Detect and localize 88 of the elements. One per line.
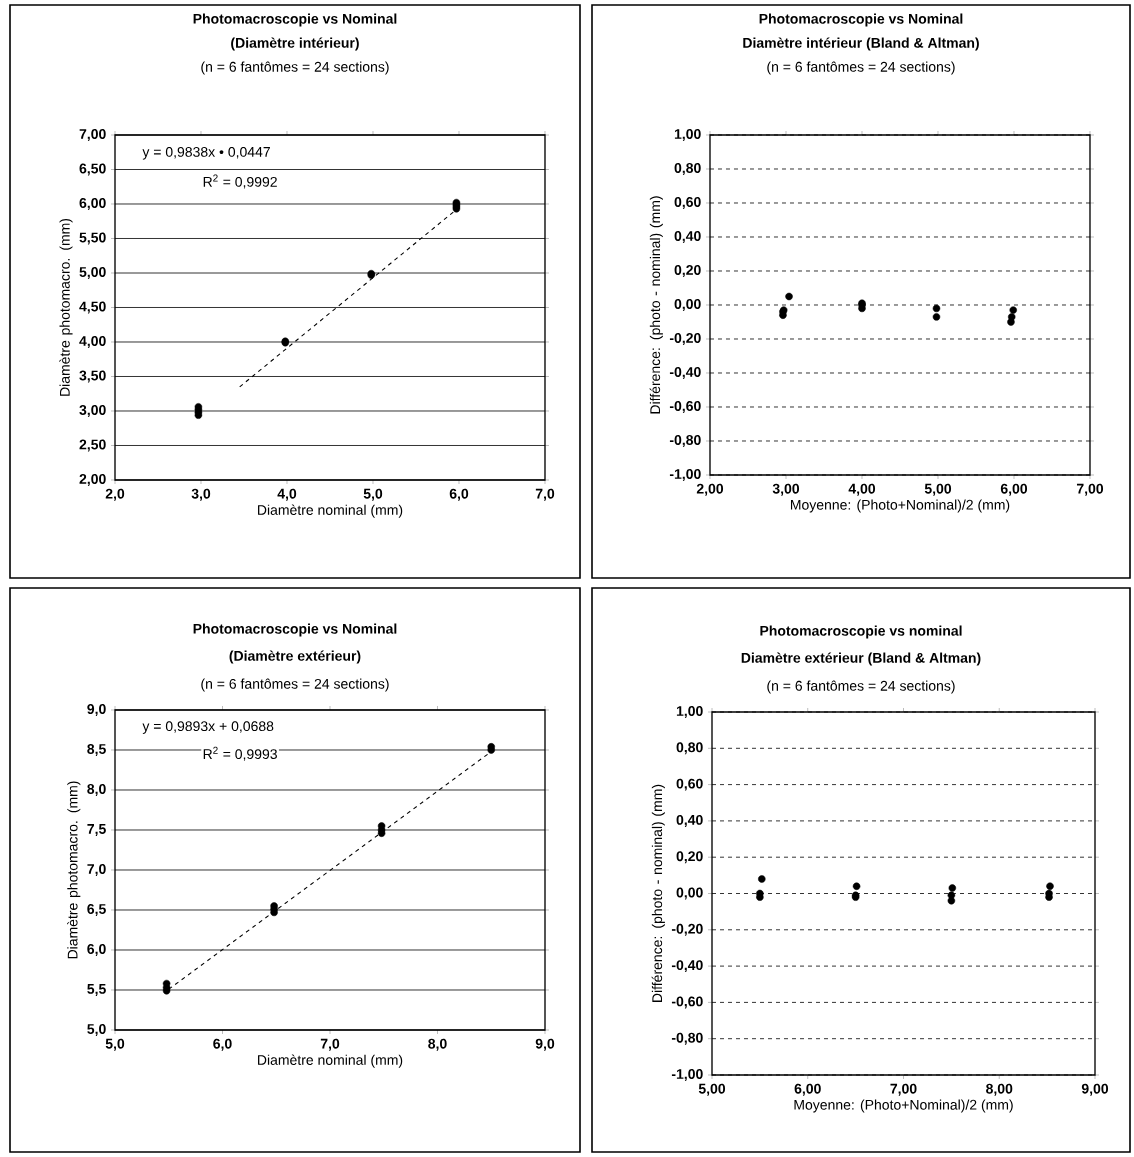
x-tick-label: 6,00 <box>794 1083 821 1096</box>
x-tick-label: 6,00 <box>1000 483 1028 496</box>
y-tick-label: 0,20 <box>676 851 703 864</box>
x-tick-label: 5,0 <box>105 1038 125 1051</box>
text: (n = 6 fantômes = 24 sections) <box>201 61 389 75</box>
annotation: R$^{2}$ = 0,9993 <box>203 746 277 761</box>
y-tick-label: 1,00 <box>676 706 703 718</box>
y-axis-title: Diamètre photomacro. (mm) <box>67 781 81 959</box>
x-axis-title: Diamètre nominal (mm) <box>258 504 403 518</box>
y-tick-label: 3,50 <box>79 370 106 383</box>
y-tick-label: 3,00 <box>79 405 106 417</box>
y-tick-label: 7,0 <box>87 864 106 876</box>
y-tick-label: 5,50 <box>79 232 106 245</box>
y-tick-label: 2,50 <box>79 439 106 452</box>
x-tick-label: 6,0 <box>213 1038 232 1051</box>
text: (n = 6 fantômes = 24 sections) <box>201 678 389 692</box>
x-tick-label: 7,00 <box>1076 483 1104 496</box>
x-tick-label: 4,00 <box>848 483 876 496</box>
x-tick-label: 9,0 <box>535 1038 555 1051</box>
y-tick-label: 6,00 <box>79 198 106 210</box>
chart-title: Photomacroscopie vs nominal <box>760 625 962 639</box>
chart-title: Photomacroscopie vs Nominal <box>759 13 963 27</box>
x-tick-label: 2,00 <box>696 483 724 496</box>
y-tick-label: 4,50 <box>79 301 106 314</box>
y-tick-label: -0,80 <box>669 435 701 447</box>
x-tick-label: 7,0 <box>320 1038 340 1051</box>
y-tick-label: -0,20 <box>669 333 701 345</box>
annotation: y = 0,9893x + 0,0688 <box>142 721 274 734</box>
x-tick-label: 9,00 <box>1081 1083 1109 1096</box>
chart-subtitle: Diamètre intérieur (Bland & Altman) <box>743 37 979 51</box>
y-tick-label: 0,60 <box>676 778 703 791</box>
y-tick-label: -0,60 <box>671 996 703 1009</box>
y-axis-title: Différence: (photo - nominal) (mm) <box>651 784 665 1002</box>
y-axis-title: Diamètre photomacro. (mm) <box>59 218 73 396</box>
y-tick-label: -0,20 <box>671 923 703 936</box>
y-tick-label: 7,00 <box>79 129 106 141</box>
y-tick-label: 0,40 <box>674 231 701 243</box>
text: (n = 6 fantômes = 24 sections) <box>767 61 955 75</box>
y-tick-label: 1,00 <box>674 129 701 141</box>
y-tick-label: 6,50 <box>79 163 106 176</box>
x-tick-label: 8,00 <box>986 1083 1013 1096</box>
y-tick-label: 0,00 <box>674 299 701 311</box>
y-tick-label: 5,0 <box>87 1024 106 1036</box>
y-tick-label: -1,00 <box>671 1069 703 1081</box>
y-tick-label: -0,80 <box>671 1032 703 1045</box>
annotation: y = 0,9838x • 0,0447 <box>142 146 270 160</box>
y-tick-label: 5,5 <box>87 984 106 996</box>
y-tick-label: 9,0 <box>87 704 106 716</box>
x-tick-label: 7,0 <box>535 488 555 501</box>
y-tick-label: 0,40 <box>676 814 703 827</box>
y-axis-title: Différence: (photo - nominal) (mm) <box>649 196 663 414</box>
y-tick-label: 0,80 <box>674 163 701 175</box>
chart-subtitle: (Diamètre extérieur) <box>229 650 361 664</box>
x-tick-label: 7,00 <box>890 1083 917 1096</box>
text: (n = 6 fantômes = 24 sections) <box>767 680 955 694</box>
x-axis-title: Moyenne: (Photo+Nominal)/2 (mm) <box>794 1099 1013 1113</box>
x-axis-title: Diamètre nominal (mm) <box>258 1054 403 1068</box>
chart-subtitle: (Diamètre intérieur) <box>231 37 359 51</box>
y-tick-label: 8,0 <box>87 784 106 796</box>
x-tick-label: 5,0 <box>363 488 383 501</box>
x-tick-label: 5,00 <box>698 1083 726 1096</box>
y-tick-label: 0,80 <box>676 742 703 755</box>
y-tick-label: 7,5 <box>87 824 106 836</box>
x-tick-label: 3,00 <box>772 483 800 496</box>
chart-subtitle: Diamètre extérieur (Bland & Altman) <box>741 652 981 666</box>
x-tick-label: 8,0 <box>428 1038 447 1051</box>
y-tick-label: 8,5 <box>87 744 106 756</box>
y-tick-label: -1,00 <box>669 469 701 481</box>
chart-title: Photomacroscopie vs Nominal <box>193 13 397 27</box>
y-tick-label: 5,00 <box>79 267 106 279</box>
y-tick-label: 0,00 <box>676 887 703 900</box>
chart-title: Photomacroscopie vs Nominal <box>193 623 397 637</box>
y-tick-label: 4,00 <box>79 336 106 348</box>
x-tick-label: 4,0 <box>277 488 297 501</box>
y-tick-label: 0,20 <box>674 265 701 277</box>
y-tick-label: -0,40 <box>671 960 703 973</box>
y-tick-label: 6,0 <box>87 944 106 956</box>
annotation: R$^{2}$ = 0,9992 <box>203 174 277 189</box>
x-tick-label: 2,0 <box>105 488 125 501</box>
y-tick-label: -0,40 <box>669 367 701 379</box>
x-tick-label: 3,0 <box>191 488 211 501</box>
y-tick-label: -0,60 <box>669 401 701 413</box>
y-tick-label: 6,5 <box>87 904 106 916</box>
y-tick-label: 0,60 <box>674 197 701 209</box>
x-tick-label: 5,00 <box>924 483 952 496</box>
x-tick-label: 6,0 <box>449 488 469 501</box>
y-tick-label: 2,00 <box>79 474 106 486</box>
x-axis-title: Moyenne: (Photo+Nominal)/2 (mm) <box>790 499 1010 513</box>
